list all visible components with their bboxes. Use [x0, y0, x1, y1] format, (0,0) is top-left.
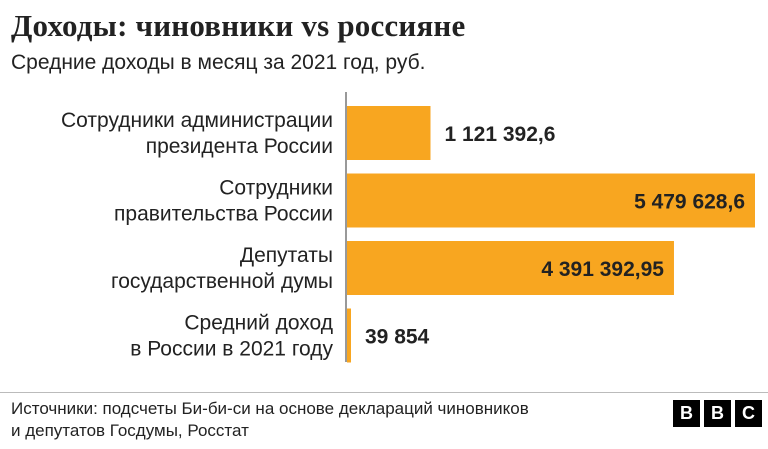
category-label-1-line-1: Сотрудники администрации	[61, 109, 333, 132]
category-label-4-line-1: Средний доход	[184, 312, 333, 335]
category-label-2-line-2: правительства России	[114, 203, 333, 226]
bbc-logo-letter-b2: B	[704, 400, 731, 427]
value-labels-layer: 1 121 392,6 5 479 628,6 4 391 392,95 39 854	[365, 123, 745, 349]
source-note: Источники: подсчеты Би-би-си на основе д…	[11, 398, 631, 442]
category-label-3-line-1: Депутаты	[240, 244, 333, 267]
bar-2	[347, 173, 755, 228]
category-label-4-line-2: в России в 2021 году	[130, 338, 333, 361]
value-label-1: 1 121 392,6	[444, 123, 555, 146]
value-label-4: 39 854	[365, 326, 430, 349]
footer-divider	[0, 392, 768, 393]
bbc-logo-letter-b1: B	[673, 400, 700, 427]
source-line-2: и депутатов Госдумы, Росстат	[11, 421, 249, 440]
value-label-3: 4 391 392,95	[541, 258, 664, 281]
category-label-1-line-2: президента России	[146, 135, 333, 158]
bar-chart: Сотрудники администрации президента Росси…	[61, 92, 755, 363]
chart-subtitle: Средние доходы в месяц за 2021 год, руб.	[11, 51, 426, 74]
bars-layer	[347, 106, 755, 363]
bar-3	[347, 241, 674, 295]
bbc-logo: B B C	[673, 400, 762, 427]
bar-1	[347, 106, 431, 160]
value-label-2: 5 479 628,6	[634, 191, 745, 214]
category-label-2-line-1: Сотрудники	[219, 177, 333, 200]
chart-title: Доходы: чиновники vs россияне	[11, 8, 466, 43]
bbc-logo-letter-c: C	[735, 400, 762, 427]
category-label-3-line-2: государственной думы	[111, 270, 333, 293]
source-line-1: Источники: подсчеты Би-би-си на основе д…	[11, 399, 529, 418]
bar-4	[347, 308, 351, 363]
category-labels-layer: Сотрудники администрации президента Росси…	[61, 109, 333, 361]
